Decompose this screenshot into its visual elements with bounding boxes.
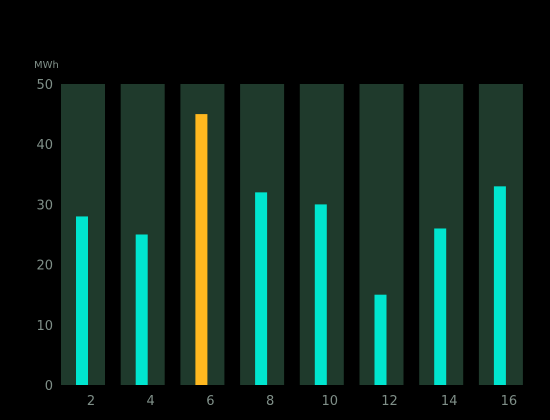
bar-12[interactable] bbox=[374, 294, 387, 385]
bar-14[interactable] bbox=[434, 228, 447, 385]
y-tick-label-10: 10 bbox=[36, 319, 53, 334]
bar-4[interactable] bbox=[135, 234, 148, 386]
bar-10[interactable] bbox=[314, 204, 327, 385]
y-tick-label-30: 30 bbox=[36, 198, 53, 213]
x-axis-ticks: 2 4 6 8 10 12 14 16 bbox=[87, 394, 517, 409]
column-bands bbox=[61, 84, 523, 385]
x-tick-label-6: 6 bbox=[206, 394, 214, 409]
x-tick-label-12: 12 bbox=[381, 394, 398, 409]
x-tick-label-8: 8 bbox=[266, 394, 274, 409]
bar-2[interactable] bbox=[76, 216, 88, 385]
x-tick-label-10: 10 bbox=[322, 394, 339, 409]
y-tick-label-40: 40 bbox=[36, 138, 53, 153]
y-tick-label-0: 0 bbox=[45, 379, 53, 394]
bars bbox=[76, 114, 506, 385]
x-tick-label-16: 16 bbox=[501, 394, 518, 409]
y-axis-ticks: 0 10 20 30 40 50 bbox=[36, 78, 53, 394]
y-axis-unit-label: MWh bbox=[34, 60, 59, 71]
x-tick-label-14: 14 bbox=[441, 394, 458, 409]
bar-6[interactable] bbox=[195, 114, 208, 385]
bar-16[interactable] bbox=[493, 186, 506, 385]
x-tick-label-4: 4 bbox=[147, 394, 155, 409]
bar-8[interactable] bbox=[255, 192, 268, 385]
y-tick-label-50: 50 bbox=[36, 78, 53, 93]
y-tick-label-20: 20 bbox=[36, 259, 53, 274]
x-tick-label-2: 2 bbox=[87, 394, 95, 409]
